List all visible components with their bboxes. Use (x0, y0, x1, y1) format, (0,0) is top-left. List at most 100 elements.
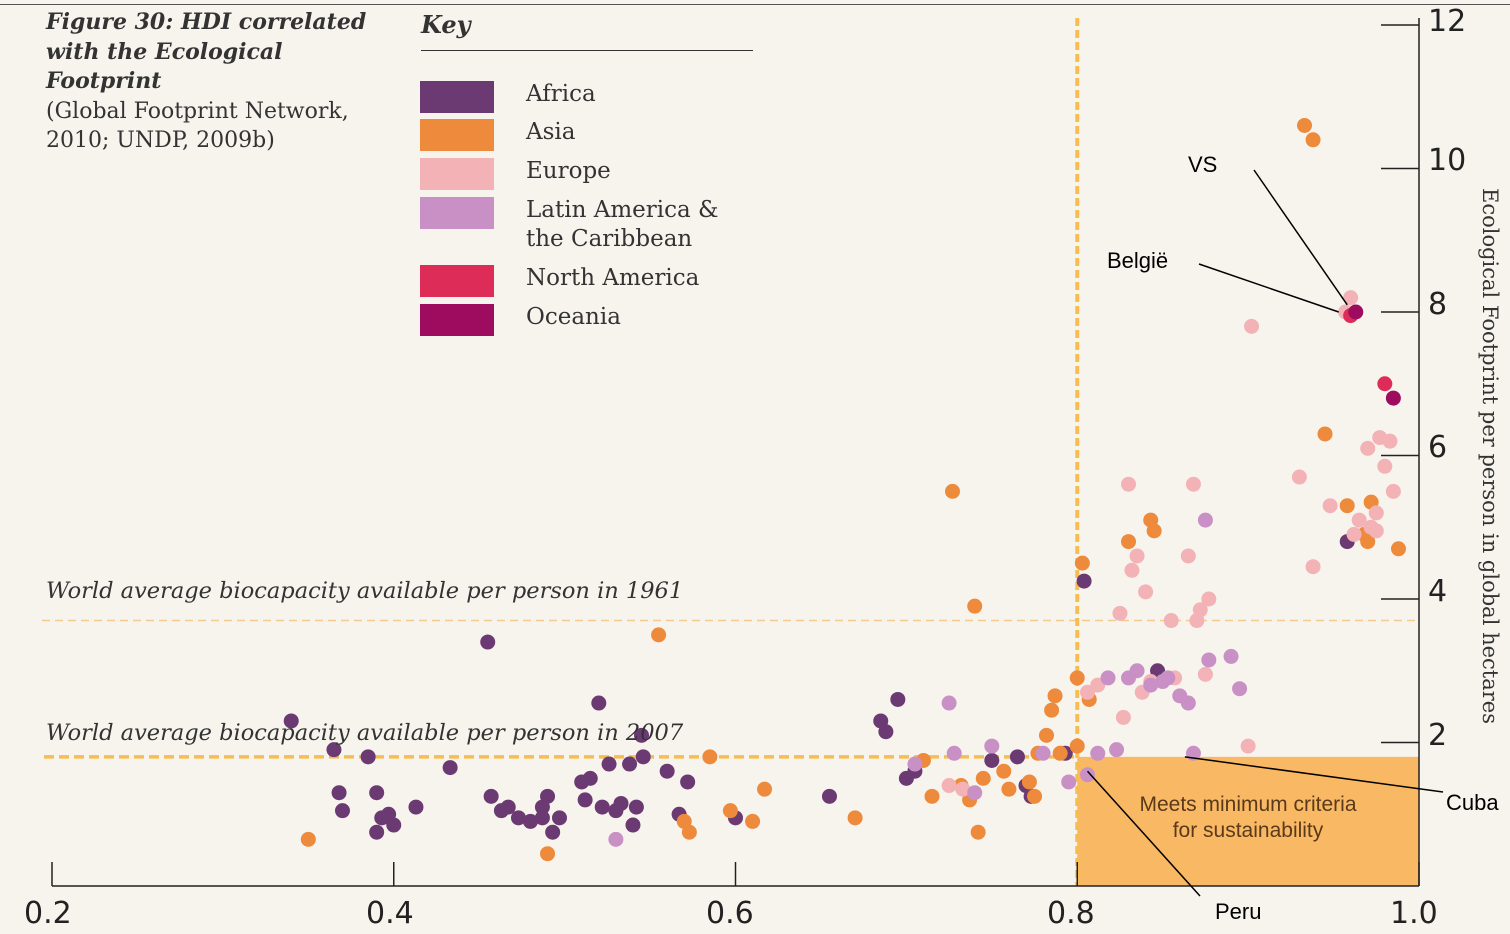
data-point-europe (1138, 584, 1154, 600)
data-point-latin-america-the-caribbean (1109, 742, 1125, 758)
annotation-leader-line (1086, 770, 1201, 897)
legend-item-oceania: Oceania (420, 304, 756, 336)
data-point-europe (1368, 505, 1384, 521)
legend-label-north-america: North America (526, 265, 700, 291)
legend-swatch-africa (420, 81, 494, 113)
data-point-latin-america-the-caribbean (984, 738, 1000, 754)
data-point-asia (1146, 523, 1162, 539)
figure-title: Figure 30: HDI correlated with the Ecolo… (46, 9, 367, 94)
data-point-asia (1047, 688, 1063, 704)
data-point-latin-america-the-caribbean (1090, 745, 1106, 761)
x-tick-label: 1.0 (1390, 896, 1438, 931)
figure-title-block: Figure 30: HDI correlated with the Ecolo… (46, 8, 376, 156)
data-point-asia (1074, 555, 1090, 571)
data-point-latin-america-the-caribbean (1061, 774, 1077, 790)
data-point-europe (1129, 548, 1145, 564)
data-point-europe (1360, 440, 1376, 456)
figure-source: (Global Footprint Network, 2010; UNDP, 2… (46, 98, 349, 154)
data-point-africa (408, 799, 424, 815)
data-point-asia (722, 803, 738, 819)
data-point-africa (680, 774, 696, 790)
data-point-europe (1180, 548, 1196, 564)
data-point-europe (1368, 523, 1384, 539)
data-point-asia (651, 627, 667, 643)
reference-label-1961: World average biocapacity available per … (46, 578, 684, 604)
data-point-africa (1009, 749, 1025, 765)
data-point-africa (984, 752, 1000, 768)
data-point-europe (1385, 483, 1401, 499)
data-point-asia (1305, 132, 1321, 148)
data-point-africa (540, 788, 556, 804)
legend-title: Key (421, 10, 471, 39)
data-point-asia (1360, 534, 1376, 550)
data-point-asia (681, 824, 697, 840)
data-point-europe (1185, 476, 1201, 492)
annotation-leader-line (1184, 756, 1444, 793)
data-point-europe (1377, 458, 1393, 474)
data-point-asia (702, 749, 718, 765)
legend-label-oceania: Oceania (526, 304, 621, 330)
legend-swatch-north-america (420, 265, 494, 297)
data-point-latin-america-the-caribbean (1100, 670, 1116, 686)
data-point-asia (1044, 702, 1060, 718)
data-point-africa (821, 788, 837, 804)
data-point-europe (1124, 562, 1140, 578)
data-point-africa (628, 799, 644, 815)
data-point-europe (941, 778, 957, 794)
legend-swatch-latin-america (420, 197, 494, 229)
data-point-africa (659, 763, 675, 779)
data-point-africa (483, 788, 499, 804)
data-point-africa (442, 760, 458, 776)
data-point-africa (613, 795, 629, 811)
data-point-africa (551, 810, 567, 826)
data-point-africa (510, 810, 526, 826)
data-point-europe (1121, 476, 1137, 492)
legend-item-latin-america: Latin America & the Caribbean (420, 197, 756, 254)
data-point-africa (500, 799, 516, 815)
legend-item-asia: Asia (420, 119, 756, 151)
data-point-africa (331, 785, 347, 801)
data-point-europe (1305, 559, 1321, 575)
data-point-asia (975, 770, 991, 786)
data-point-asia (300, 831, 316, 847)
data-point-europe (955, 781, 971, 797)
data-point-europe (1201, 591, 1217, 607)
legend-label-africa: Africa (526, 81, 596, 107)
data-point-africa (522, 813, 538, 829)
data-point-asia (540, 846, 556, 862)
annotation-vs: VS (1188, 152, 1218, 177)
x-tick-label: 0.6 (706, 896, 754, 931)
data-point-africa (594, 799, 610, 815)
data-point-europe (1240, 738, 1256, 754)
data-point-asia (1390, 541, 1406, 557)
y-tick-label: 8 (1428, 287, 1448, 322)
data-point-europe (1115, 709, 1131, 725)
data-point-latin-america-the-caribbean (1223, 648, 1239, 664)
annotation-leader-line (1198, 263, 1339, 313)
data-point-asia (1038, 727, 1054, 743)
x-tick-label: 0.8 (1047, 896, 1095, 931)
data-point-asia (1001, 781, 1017, 797)
legend-label-europe: Europe (526, 158, 611, 184)
data-point-africa (369, 785, 385, 801)
data-point-europe (1346, 526, 1362, 542)
sustainability-box (1077, 756, 1419, 886)
data-point-latin-america-the-caribbean (1197, 512, 1213, 528)
data-point-asia (1027, 788, 1043, 804)
data-point-africa (386, 817, 402, 833)
data-point-africa (622, 756, 638, 772)
data-point-latin-america-the-caribbean (1129, 663, 1145, 679)
legend-swatch-asia (420, 119, 494, 151)
data-point-latin-america-the-caribbean (967, 785, 983, 801)
data-point-europe (1163, 613, 1179, 629)
data-point-europe (1382, 433, 1398, 449)
data-point-latin-america-the-caribbean (1035, 745, 1051, 761)
data-point-asia (924, 788, 940, 804)
annotation-belgie: België (1107, 248, 1169, 273)
legend-label-latin-america: Latin America & the Caribbean (526, 197, 719, 252)
data-point-oceania (1385, 390, 1401, 406)
data-point-europe (1244, 318, 1260, 334)
legend-item-africa: Africa (420, 81, 756, 113)
data-point-africa (545, 824, 561, 840)
